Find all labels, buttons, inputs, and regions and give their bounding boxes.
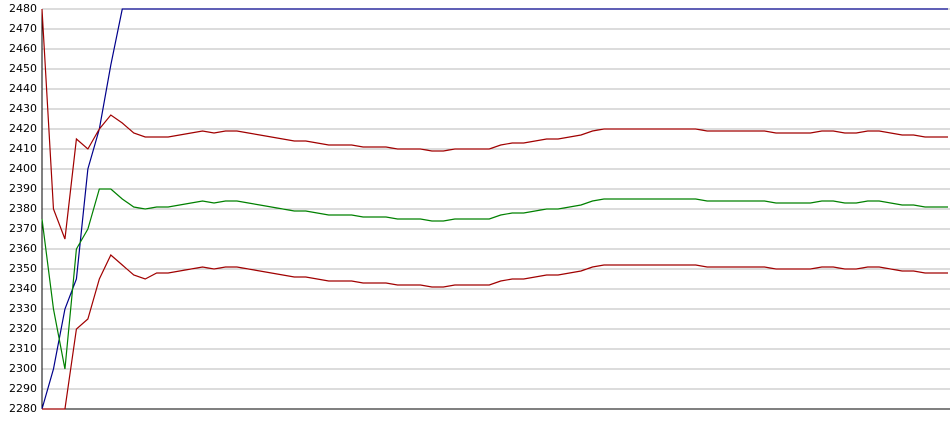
series-line [41, 8, 948, 410]
series-line [41, 188, 948, 370]
y-tick-label: 2310 [9, 342, 37, 355]
y-tick-label: 2360 [9, 242, 37, 255]
y-tick-label: 2460 [9, 42, 37, 55]
y-tick-label: 2280 [9, 402, 37, 415]
y-tick-label: 2300 [9, 362, 37, 375]
y-tick-label: 2320 [9, 322, 37, 335]
y-tick-label: 2390 [9, 182, 37, 195]
y-tick-label: 2330 [9, 302, 37, 315]
series-line [42, 254, 948, 410]
y-tick-label: 2470 [9, 22, 37, 35]
y-tick-label: 2410 [9, 142, 37, 155]
y-tick-label: 2450 [9, 62, 37, 75]
y-tick-label: 2430 [9, 102, 37, 115]
y-tick-label: 2380 [9, 202, 37, 215]
y-tick-label: 2400 [9, 162, 37, 175]
y-tick-label: 2480 [9, 2, 37, 15]
y-tick-label: 2340 [9, 282, 37, 295]
y-tick-label: 2440 [9, 82, 37, 95]
y-tick-label: 2370 [9, 222, 37, 235]
y-tick-label: 2350 [9, 262, 37, 275]
y-tick-label: 2420 [9, 122, 37, 135]
series-line [41, 8, 948, 240]
y-tick-label: 2290 [9, 382, 37, 395]
